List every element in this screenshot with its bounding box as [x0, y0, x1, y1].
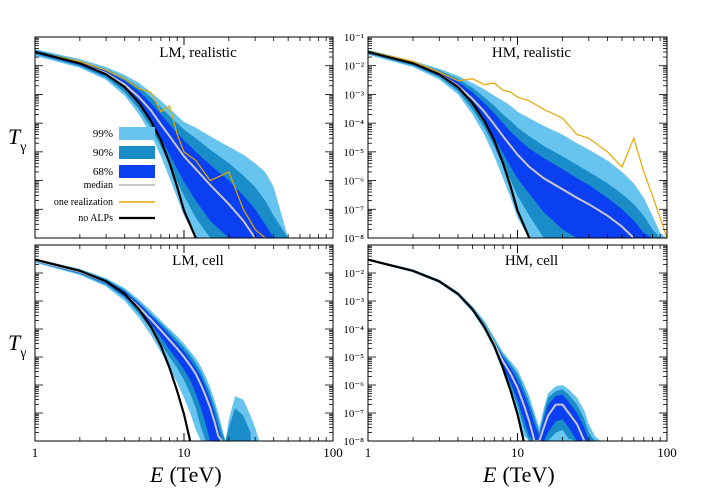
legend-label-no-alps: no ALPs: [78, 213, 113, 224]
y-tick-label: 10⁻⁷: [343, 408, 364, 420]
panel-top-left: LM, realistic: [34, 36, 334, 239]
panel-top-right: 10⁻¹ 10⁻² 10⁻³ 10⁻⁴ 10⁻⁵ 10⁻⁶ 10⁻⁷ 10⁻⁸ HM, real…: [343, 32, 668, 245]
band-68: [35, 259, 222, 441]
no-alps-line: [35, 50, 197, 238]
y-tick-label: 10⁻²: [344, 268, 365, 280]
band-99: [35, 258, 260, 441]
y-tick-label: 10⁻⁷: [343, 204, 364, 216]
legend-swatch-99: [119, 127, 155, 140]
y-axis-label-top: Tγ: [8, 124, 26, 155]
panel-title: HM, realistic: [492, 45, 571, 61]
one-realization-line: [35, 51, 266, 238]
y-tick-label: 10⁻⁶: [343, 380, 364, 392]
no-alps-line: [368, 50, 531, 238]
band-68: [35, 50, 274, 238]
y-axis-label-bottom: Tγ: [8, 330, 26, 361]
panel-title: LM, cell: [172, 253, 224, 269]
panel-bottom-left: 1 10 100 LM, cell: [32, 244, 343, 460]
y-tick-label: 10⁻⁸: [343, 233, 364, 245]
no-alps-line: [35, 258, 192, 441]
panel-title: LM, realistic: [159, 45, 237, 61]
x-tick-label: 1: [365, 445, 372, 460]
y-tick-label: 10⁻⁶: [343, 176, 364, 188]
legend-swatch-90: [119, 146, 155, 159]
median-line: [35, 51, 256, 238]
legend-label-median: median: [84, 180, 113, 191]
legend: 99% 90% 68% median one realization no AL…: [54, 127, 155, 224]
y-tick-label: 10⁻⁸: [343, 436, 364, 448]
x-axis-label-right: E (TeV): [482, 462, 555, 487]
y-tick-label: 10⁻⁴: [343, 118, 364, 130]
y-tick-label: 10⁻³: [344, 89, 365, 101]
x-tick-label: 100: [657, 445, 677, 460]
panel-title: HM, cell: [505, 253, 558, 269]
x-axis-label-left: E (TeV): [149, 462, 222, 487]
legend-swatch-68: [119, 165, 155, 178]
panel-bottom-right: 10⁻² 10⁻³ 10⁻⁴ 10⁻⁵ 10⁻⁶ 10⁻⁷ 10⁻⁸1 10 100 HM, ce…: [343, 244, 677, 460]
legend-label-one-realization: one realization: [54, 197, 113, 208]
y-tick-label: 10⁻⁴: [343, 324, 364, 336]
x-tick-label: 1: [32, 445, 39, 460]
x-tick-label: 10: [178, 445, 191, 460]
y-tick-label: 10⁻²: [344, 61, 365, 73]
y-tick-label: 10⁻⁵: [343, 352, 364, 364]
x-tick-label: 10: [511, 445, 524, 460]
legend-label-90: 90%: [93, 147, 113, 159]
y-tick-label: 10⁻⁵: [343, 147, 364, 159]
band-68: [368, 259, 589, 441]
no-alps-line: [368, 258, 525, 441]
legend-label-68: 68%: [93, 166, 113, 178]
one-realization-line: [368, 50, 667, 238]
legend-label-99: 99%: [93, 128, 113, 140]
x-tick-label: 100: [323, 445, 343, 460]
y-tick-label: 10⁻³: [344, 296, 365, 308]
y-tick-label: 10⁻¹: [344, 32, 364, 44]
